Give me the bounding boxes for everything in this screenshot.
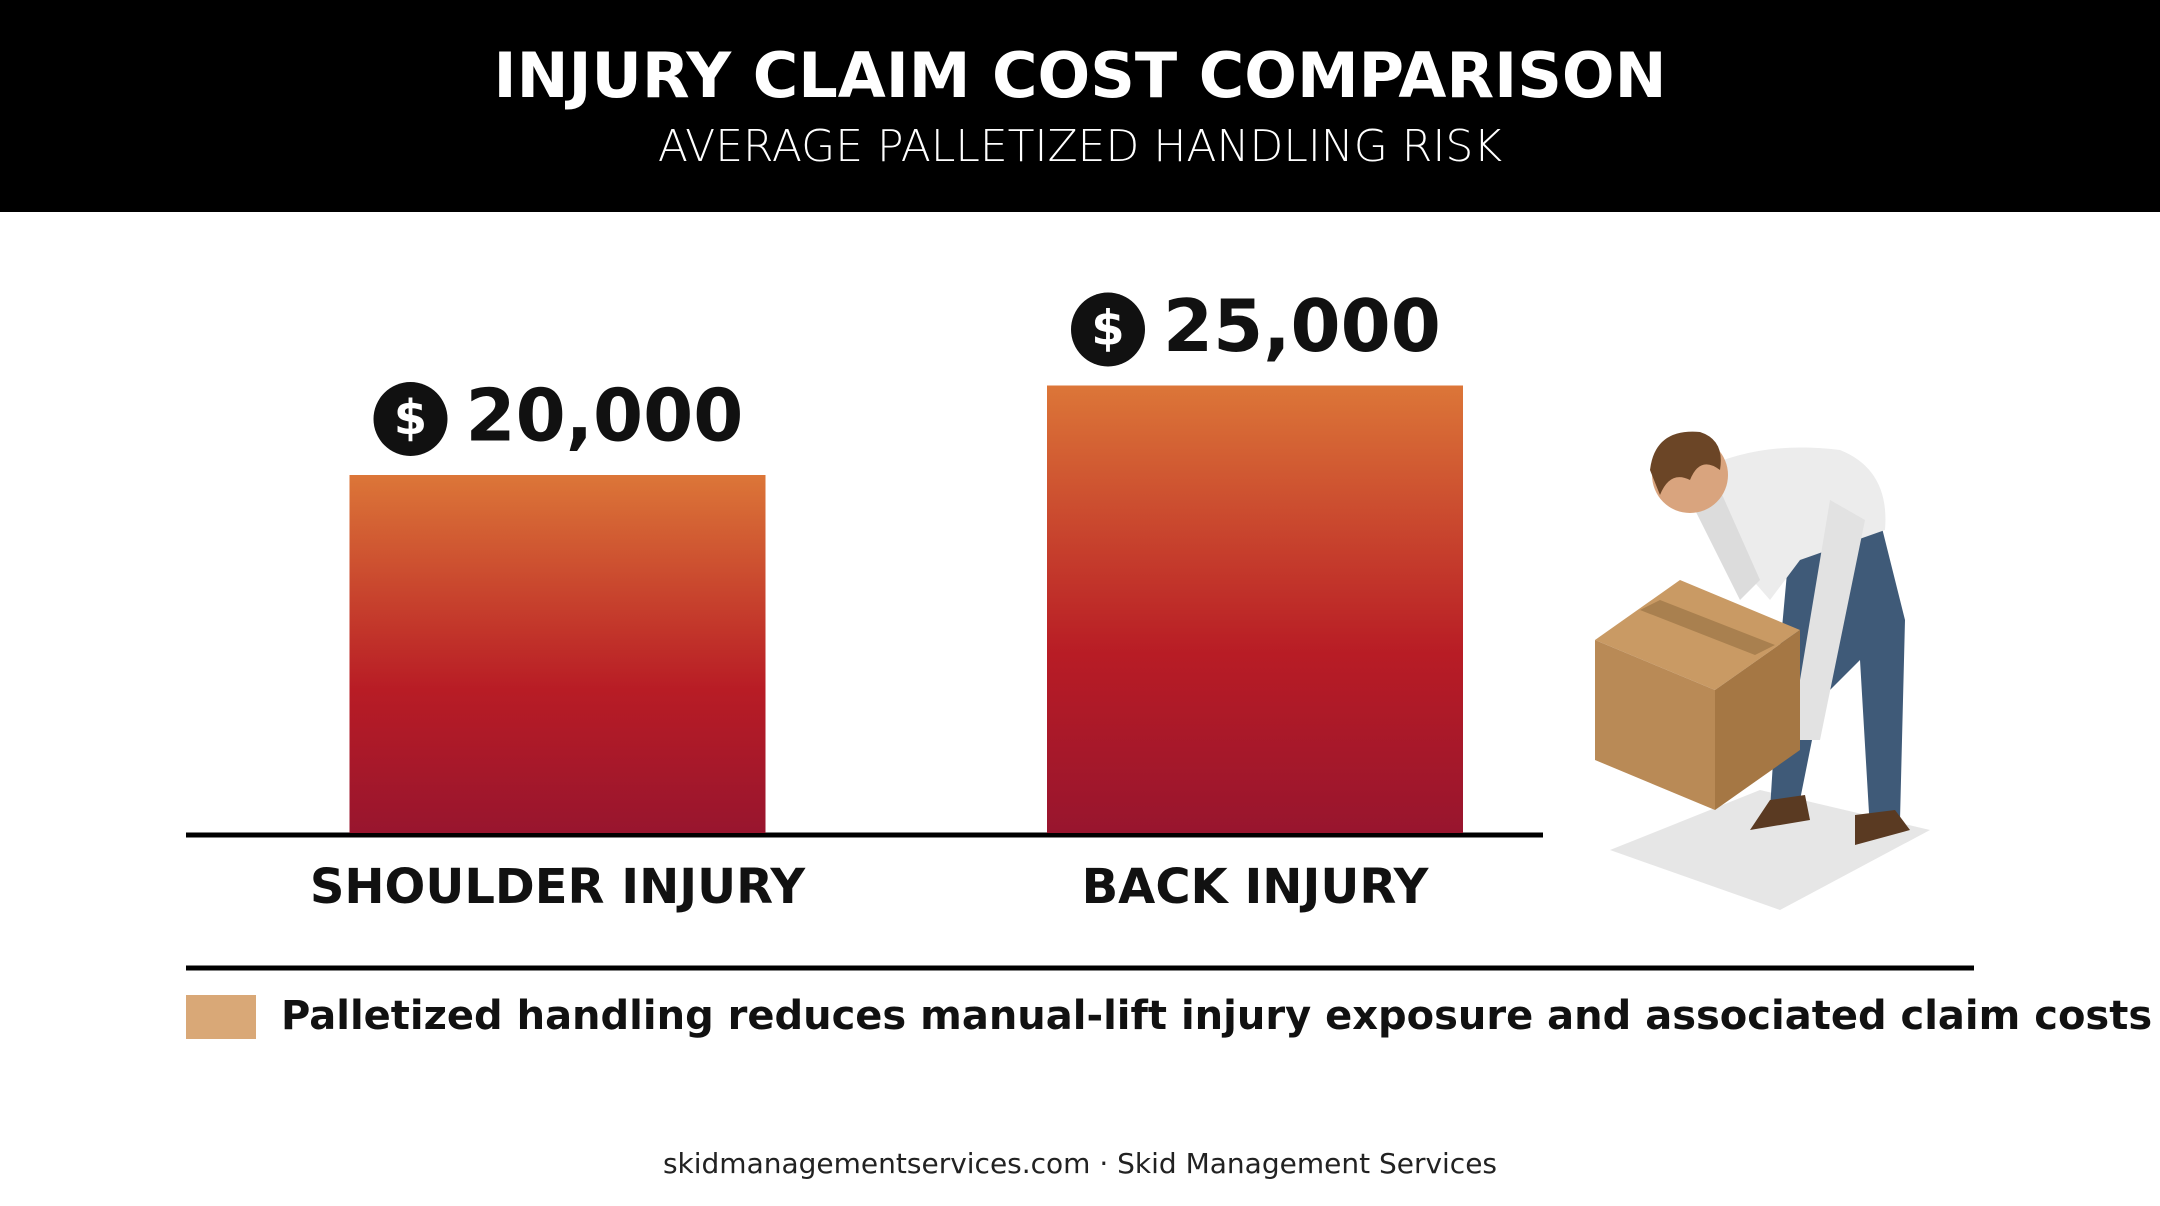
header-band (0, 0, 2160, 212)
value-label: 20,000 (466, 374, 744, 458)
value-label: 25,000 (1163, 284, 1441, 368)
footer: skidmanagementservices.com · Skid Manage… (663, 1147, 1497, 1180)
currency-icon (373, 382, 448, 456)
currency-icon (1071, 292, 1145, 367)
worker-illustration (1595, 431, 1930, 910)
bar (349, 475, 766, 833)
note: Palletized handling reduces manual-lift … (281, 993, 2152, 1039)
currency-symbol: $ (1091, 301, 1124, 357)
x-tick-label: SHOULDER INJURY (310, 859, 807, 915)
bar (1047, 385, 1463, 833)
currency-symbol: $ (394, 390, 427, 446)
chart-title: INJURY CLAIM COST COMPARISON (494, 39, 1667, 112)
x-tick-label: BACK INJURY (1082, 859, 1430, 915)
note-swatch (186, 995, 256, 1039)
chart-subtitle: AVERAGE PALLETIZED HANDLING RISK (658, 121, 1502, 172)
